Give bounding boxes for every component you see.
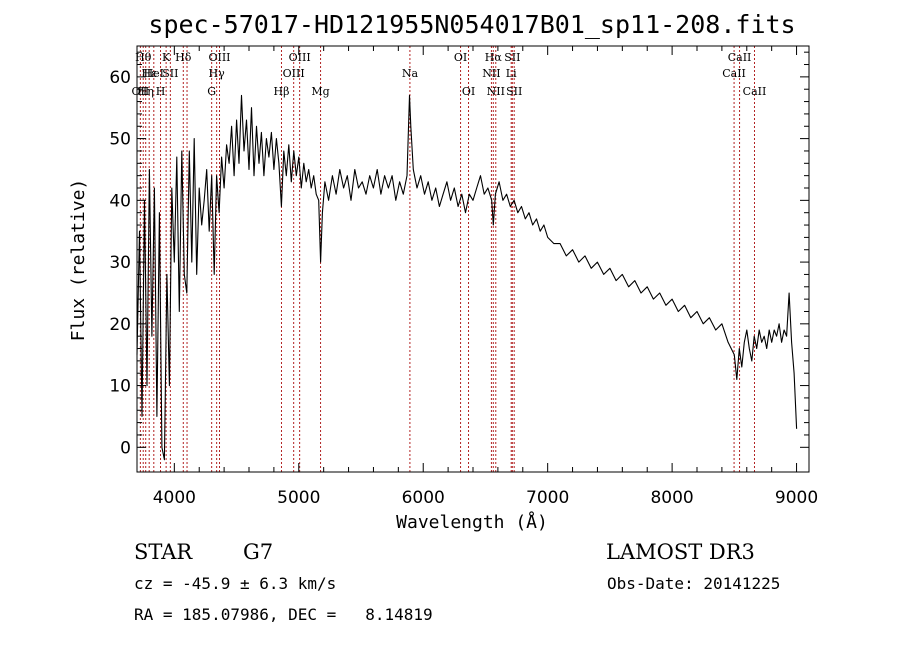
y-axis-ticks: 0 10 20 30 40 50 60 — [109, 51, 809, 458]
x-tick-label-9000: 9000 — [775, 488, 818, 508]
spectral-line-markers — [139, 46, 755, 472]
x-tick-label-8000: 8000 — [650, 488, 693, 508]
line-label-25: SII — [506, 85, 522, 98]
line-label-13: Hβ — [274, 85, 290, 98]
line-label-7: SII — [162, 67, 178, 80]
y-axis-label: Flux (relative) — [68, 179, 89, 342]
x-tick-label-5000: 5000 — [277, 488, 320, 508]
y-tick-label-40: 40 — [109, 191, 131, 211]
x-axis-label: Wavelength (Å) — [396, 511, 548, 533]
line-label-22: NII — [487, 85, 505, 98]
line-label-6: K — [162, 51, 171, 64]
line-label-28: CaII — [743, 85, 767, 98]
line-label-5: H — [156, 85, 166, 98]
line-label-20: NII — [482, 67, 500, 80]
chart-title: spec-57017-HD121955N054017B01_sp11-208.f… — [148, 10, 795, 39]
line-label-14: OIII — [283, 67, 305, 80]
y-tick-label-50: 50 — [109, 130, 131, 150]
coordinates: RA = 185.07986, DEC = 8.14819 — [134, 605, 433, 624]
y-tick-label-10: 10 — [109, 377, 131, 397]
line-label-4: HeI — [144, 67, 164, 80]
x-axis-ticks: 4000 5000 6000 7000 8000 9000 — [153, 46, 818, 508]
line-label-11: Hγ — [209, 67, 226, 80]
line-label-24: SII — [504, 51, 520, 64]
line-label-8: Hδ — [175, 51, 192, 64]
line-label-15: OIII — [289, 51, 311, 64]
y-tick-label-30: 30 — [109, 253, 131, 273]
line-label-12: OIII — [208, 51, 230, 64]
object-subclass: G7 — [243, 540, 273, 564]
line-label-17: Na — [402, 67, 419, 80]
line-label-16: Mg — [311, 85, 329, 98]
line-label-0: OII — [132, 85, 150, 98]
line-label-23: Li — [506, 67, 517, 80]
object-class: STAR — [134, 540, 193, 564]
line-label-21: Hα — [485, 51, 503, 64]
line-label-2: Hη — [138, 85, 154, 98]
line-label-27: CaII — [728, 51, 752, 64]
spectral-line-labels: OIIHθHηHεHeIHKSIIHδGHγOIIIHβOIIIOIIIMgNa… — [132, 51, 767, 98]
y-tick-label-20: 20 — [109, 315, 131, 335]
survey-name: LAMOST DR3 — [606, 540, 755, 564]
observation-date: Obs-Date: 20141225 — [607, 574, 780, 593]
line-label-26: CaII — [722, 67, 746, 80]
line-label-19: OI — [462, 85, 475, 98]
y-tick-label-60: 60 — [109, 68, 131, 88]
x-tick-label-4000: 4000 — [153, 488, 196, 508]
spectrum-line — [136, 94, 798, 461]
plot-frame — [136, 45, 810, 473]
redshift-cz: cz = -45.9 ± 6.3 km/s — [134, 574, 336, 593]
y-tick-label-0: 0 — [120, 438, 131, 458]
line-label-18: OI — [454, 51, 467, 64]
x-tick-label-6000: 6000 — [402, 488, 445, 508]
line-label-10: G — [207, 85, 216, 98]
x-tick-label-7000: 7000 — [526, 488, 569, 508]
line-label-1: Hθ — [135, 51, 152, 64]
